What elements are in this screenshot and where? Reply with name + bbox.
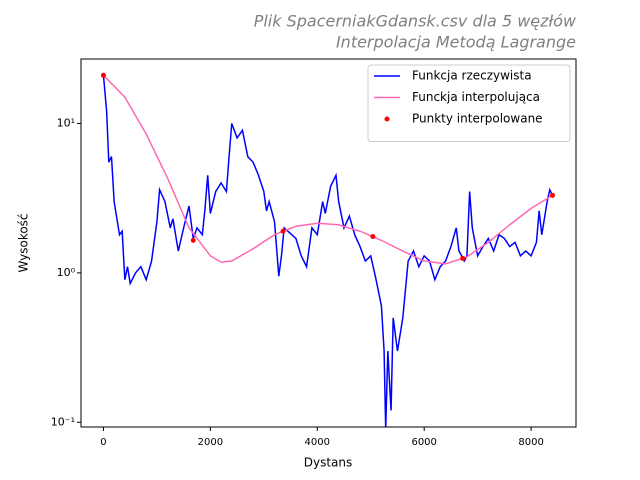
x-axis-label: Dystans [304,456,353,470]
x-tick-label: 8000 [518,437,543,448]
x-tick-label: 0 [100,437,106,448]
y-axis-label: Wysokość [17,213,31,272]
data-line [102,75,554,427]
chart-title: Plik SpacerniakGdansk.csv dla 5 węzłów [254,12,577,31]
data-point [460,255,466,261]
x-tick-label: 4000 [305,437,330,448]
data-point [100,72,106,78]
data-point [190,237,196,243]
legend-label: Funckja interpolująca [412,90,540,104]
data-point [370,234,376,240]
plot-frame [80,58,577,428]
y-tick-label: 10⁰ [57,266,76,279]
x-tick-label: 6000 [411,437,436,448]
x-tick-label: 2000 [198,437,223,448]
data-point [280,228,286,234]
chart-title: Interpolacja Metodą Lagrange [336,33,576,52]
y-tick-label: 10¹ [57,116,75,129]
legend-label: Punkty interpolowane [412,112,543,126]
y-tick-label: 10⁻¹ [51,415,75,428]
legend-box [367,64,571,142]
data-point [549,192,555,198]
legend-marker [384,116,390,122]
legend-label: Funkcja rzeczywista [412,69,532,83]
data-line [102,74,553,265]
